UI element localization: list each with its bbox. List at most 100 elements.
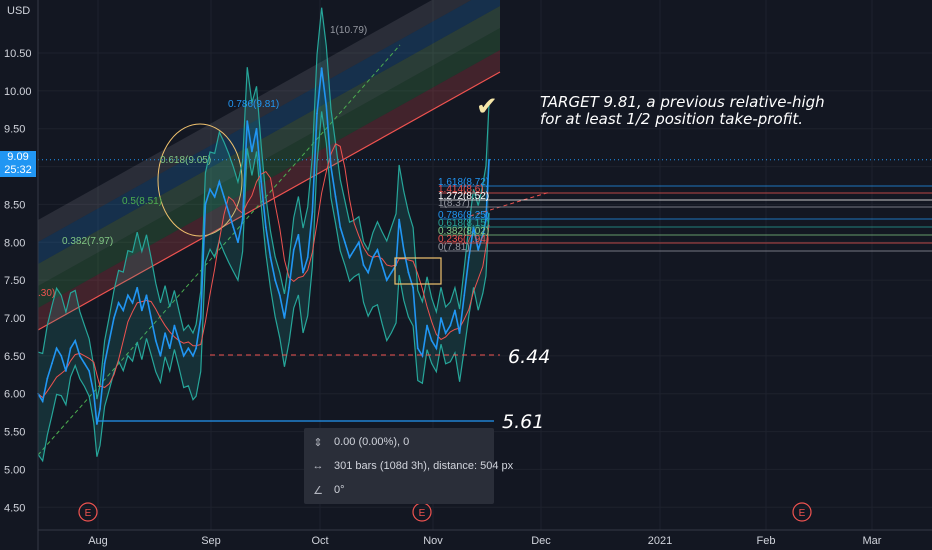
price-point: [330, 165, 332, 168]
price-point: [444, 332, 447, 335]
price-point: [145, 294, 148, 297]
fib-retrace-label: 0.382(8.02): [438, 226, 489, 237]
y-tick-label: 10.00: [4, 86, 32, 98]
fib-channel-label: 0.5(8.51): [122, 196, 162, 207]
highlight-ellipse: [157, 123, 243, 237]
price-point: [103, 362, 106, 365]
x-tick-label: Aug: [88, 535, 108, 547]
price-point: [182, 354, 185, 357]
price-point: [353, 248, 356, 251]
y-tick-label: 6.00: [4, 389, 25, 401]
measure-tooltip: ⇕ 0.00 (0.00%), 0 ↔ 301 bars (108d 3h), …: [304, 428, 513, 504]
price-point: [488, 158, 490, 161]
fib-channel-label: 0.618(9.05): [160, 155, 211, 166]
tooltip-angle-row: ∠ 0°: [312, 482, 344, 498]
band-lower-line: [37, 111, 490, 463]
price-point: [288, 286, 290, 289]
y-tick-label: 8.00: [4, 237, 25, 249]
y-tick-label: 7.50: [4, 275, 25, 287]
price-point: [311, 211, 314, 213]
x-tick-label: Oct: [311, 535, 328, 547]
price-point: [297, 233, 300, 236]
price-point: [122, 309, 125, 312]
current-price-value: 9.09: [7, 151, 29, 163]
price-point: [398, 218, 401, 221]
target-annotation: TARGET 9.81, a previous relative-high fo…: [540, 93, 825, 128]
earnings-marker-icon: [78, 502, 98, 522]
price-point: [376, 248, 379, 251]
y-tick-label: 5.00: [4, 464, 25, 476]
earnings-marker-icon: [792, 502, 812, 522]
price-point: [390, 271, 393, 274]
price-point: [150, 317, 153, 319]
price-point: [159, 354, 162, 357]
price-point: [78, 354, 81, 357]
x-tick-label: Mar: [863, 535, 882, 547]
fib-channel-label: 0.382(7.97): [62, 236, 113, 247]
highlight-box: [394, 257, 442, 285]
price-point: [41, 400, 44, 403]
price-point: [371, 256, 374, 259]
price-point: [334, 195, 337, 198]
fib-retrace-label: 0.618(8.15): [438, 218, 489, 229]
price-point: [227, 211, 230, 213]
y-tick-label: 7.00: [4, 313, 25, 325]
price-point: [357, 241, 360, 244]
price-point: [187, 347, 190, 350]
price-range-icon: ⇕: [313, 436, 323, 449]
level-644-label: 6.44: [508, 346, 551, 368]
price-point: [168, 347, 171, 350]
price-point: [65, 370, 67, 372]
price-point: [385, 279, 388, 282]
price-point: [269, 256, 272, 259]
fib-retrace-label: 0.786(8.25): [438, 210, 489, 221]
price-point: [302, 271, 304, 274]
price-point: [140, 309, 143, 312]
price-point: [113, 317, 115, 319]
price-point: [440, 317, 442, 319]
price-point: [344, 241, 346, 244]
price-point: [88, 370, 91, 372]
price-point: [69, 347, 72, 350]
moving-average-line: [37, 143, 490, 399]
fib-retrace-label: 0.236(7.94): [438, 234, 489, 245]
price-point: [449, 324, 452, 327]
tooltip-price-row: ⇕ 0.00 (0.00%), 0: [312, 434, 409, 450]
price-point: [178, 339, 180, 342]
price-point: [108, 339, 111, 342]
fib-retrace-label: 0(7.81): [438, 242, 470, 253]
fib-channel-dashed-line: [37, 44, 401, 456]
price-point: [192, 354, 194, 357]
price-point: [55, 347, 58, 350]
price-point: [173, 324, 176, 327]
horizontal-levels: [38, 159, 932, 422]
price-point: [83, 362, 86, 365]
price-point: [255, 127, 258, 130]
price-point: [416, 347, 419, 350]
price-point: [264, 226, 267, 229]
price-point: [117, 301, 120, 304]
price-point: [99, 407, 101, 410]
price-point: [278, 294, 281, 297]
price-point: [274, 279, 277, 282]
price-point: [199, 317, 202, 319]
price-point: [195, 347, 198, 350]
price-point: [213, 195, 216, 198]
fib-channel-band: [38, 0, 472, 242]
price-point: [209, 188, 211, 191]
price-point: [320, 67, 323, 70]
price-point: [246, 120, 249, 123]
x-tick-label: Sep: [201, 535, 221, 547]
x-tick-label: Dec: [531, 535, 551, 547]
price-point: [92, 392, 95, 395]
tooltip-price-range: 0.00 (0.00%), 0: [334, 436, 410, 448]
fib-channel-band: [38, 50, 500, 330]
price-point: [316, 112, 318, 115]
price-point: [223, 195, 225, 198]
fib-channel-label: .30): [38, 288, 55, 299]
price-point: [348, 256, 351, 259]
price-point: [154, 339, 157, 342]
price-point: [218, 180, 221, 183]
